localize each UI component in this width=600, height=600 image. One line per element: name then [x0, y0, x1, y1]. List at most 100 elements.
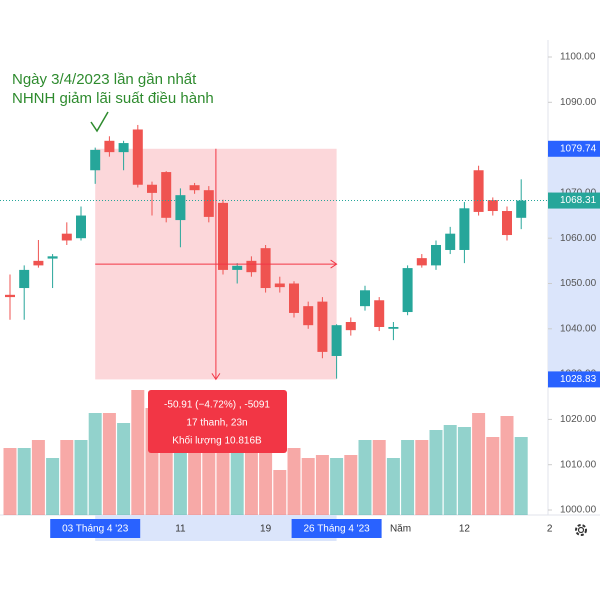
measure-tooltip [148, 390, 287, 453]
volume-bar [287, 448, 301, 515]
y-tick-label: 1000.00 [560, 505, 597, 516]
volume-bar [173, 448, 187, 515]
volume-bar [259, 440, 273, 515]
volume-bar [429, 430, 443, 515]
x-tick-label: 19 [260, 524, 272, 535]
volume-bar [230, 452, 244, 515]
volume-bar [102, 413, 116, 515]
candle-body [317, 301, 328, 352]
candle-body [516, 200, 527, 218]
y-tick-label: 1020.00 [560, 414, 597, 425]
x-tick-label: 03 Tháng 4 '23 [62, 524, 129, 535]
volume-bar [472, 413, 486, 515]
volume-bar [74, 440, 88, 515]
volume-bar [117, 423, 131, 515]
x-tick-label: 2 [547, 524, 553, 535]
candle-body [431, 244, 441, 266]
x-tick-label: 12 [459, 524, 471, 535]
x-tick-highlight [291, 519, 382, 538]
volume-bar [17, 448, 31, 515]
candle-body [331, 325, 342, 356]
x-tick-label: 26 Tháng 4 '23 [303, 524, 370, 535]
price-marker-label: 1028.83 [560, 374, 597, 385]
candle-body [232, 265, 243, 270]
y-tick-label: 1010.00 [560, 459, 597, 470]
measure-arrow [330, 259, 338, 269]
candle-body [118, 143, 129, 153]
candle-body [161, 172, 172, 218]
x-tick-label: Năm [390, 524, 411, 535]
volume-bar [443, 425, 457, 515]
volume-bar [457, 427, 471, 515]
candle-body [416, 258, 427, 266]
volume-bar [514, 437, 528, 515]
candle-body [274, 283, 285, 288]
candle-body [388, 326, 399, 329]
candle-body [260, 248, 271, 289]
price-marker [548, 192, 600, 209]
candle-body [487, 200, 498, 212]
volume-bar [344, 455, 358, 515]
candle-body [459, 208, 470, 250]
candle-body [360, 290, 370, 307]
volume-bar [216, 440, 230, 515]
plot: 1000.001010.001020.001030.001040.001050.… [0, 52, 600, 541]
x-tick-label: 11 [175, 524, 186, 535]
candle-body [132, 129, 143, 185]
y-tick-label: 1060.00 [560, 233, 597, 244]
measure-text: -50.91 (−4.72%) , -5091 [164, 400, 270, 411]
candle-body [175, 195, 186, 221]
y-tick-label: 1090.00 [560, 97, 597, 108]
volume-bar [401, 440, 415, 515]
volume-bar [31, 440, 45, 515]
measure-arrow [211, 373, 221, 381]
candle-body [374, 300, 385, 327]
candle-body [218, 202, 228, 270]
volume-bar [131, 390, 145, 515]
measure-text: Khối lượng 10.816B [172, 435, 262, 447]
volume-bar [46, 458, 60, 515]
candle-body [33, 260, 44, 266]
volume-bar [3, 448, 17, 515]
candle-body [61, 233, 72, 241]
candle-body [47, 256, 58, 259]
x-tick-highlight [50, 519, 141, 538]
volume-bar [315, 455, 329, 515]
y-tick-label: 1100.00 [560, 52, 596, 63]
candle-body [303, 306, 314, 326]
candle-body [402, 268, 413, 313]
price-marker [548, 140, 600, 157]
candle-body [19, 269, 30, 289]
volume-bar [330, 458, 344, 515]
volume-bar [301, 458, 315, 515]
annotation: Ngày 3/4/2023 lần gần nhất [12, 71, 197, 88]
candle-body [345, 322, 356, 331]
volume-bar [415, 440, 429, 515]
candle-body [189, 185, 200, 191]
volume-bar [88, 413, 102, 515]
candle-body [203, 190, 214, 217]
volume-bar [60, 440, 74, 515]
volume-bar [273, 470, 287, 515]
volume-bar [202, 435, 216, 515]
volume-bar [358, 440, 372, 515]
candle-body [289, 283, 299, 313]
volume-bar [159, 440, 173, 515]
annotation: NHNH giảm lãi suất điều hành [12, 90, 214, 107]
candle-body [502, 211, 512, 236]
volume-bar [386, 458, 400, 515]
annotation-arrow [90, 111, 109, 133]
volume-bar [486, 437, 500, 515]
candle-body [5, 294, 15, 298]
candle-body [246, 260, 257, 273]
price-marker [548, 371, 600, 388]
candle-body [76, 215, 86, 239]
candle-body [445, 233, 456, 250]
volume-bar [372, 440, 386, 515]
settings-icon[interactable] [575, 524, 587, 536]
volume-bar [500, 416, 514, 515]
candle-body [147, 184, 157, 193]
candle-body [90, 149, 101, 171]
y-tick-label: 1040.00 [560, 323, 597, 334]
